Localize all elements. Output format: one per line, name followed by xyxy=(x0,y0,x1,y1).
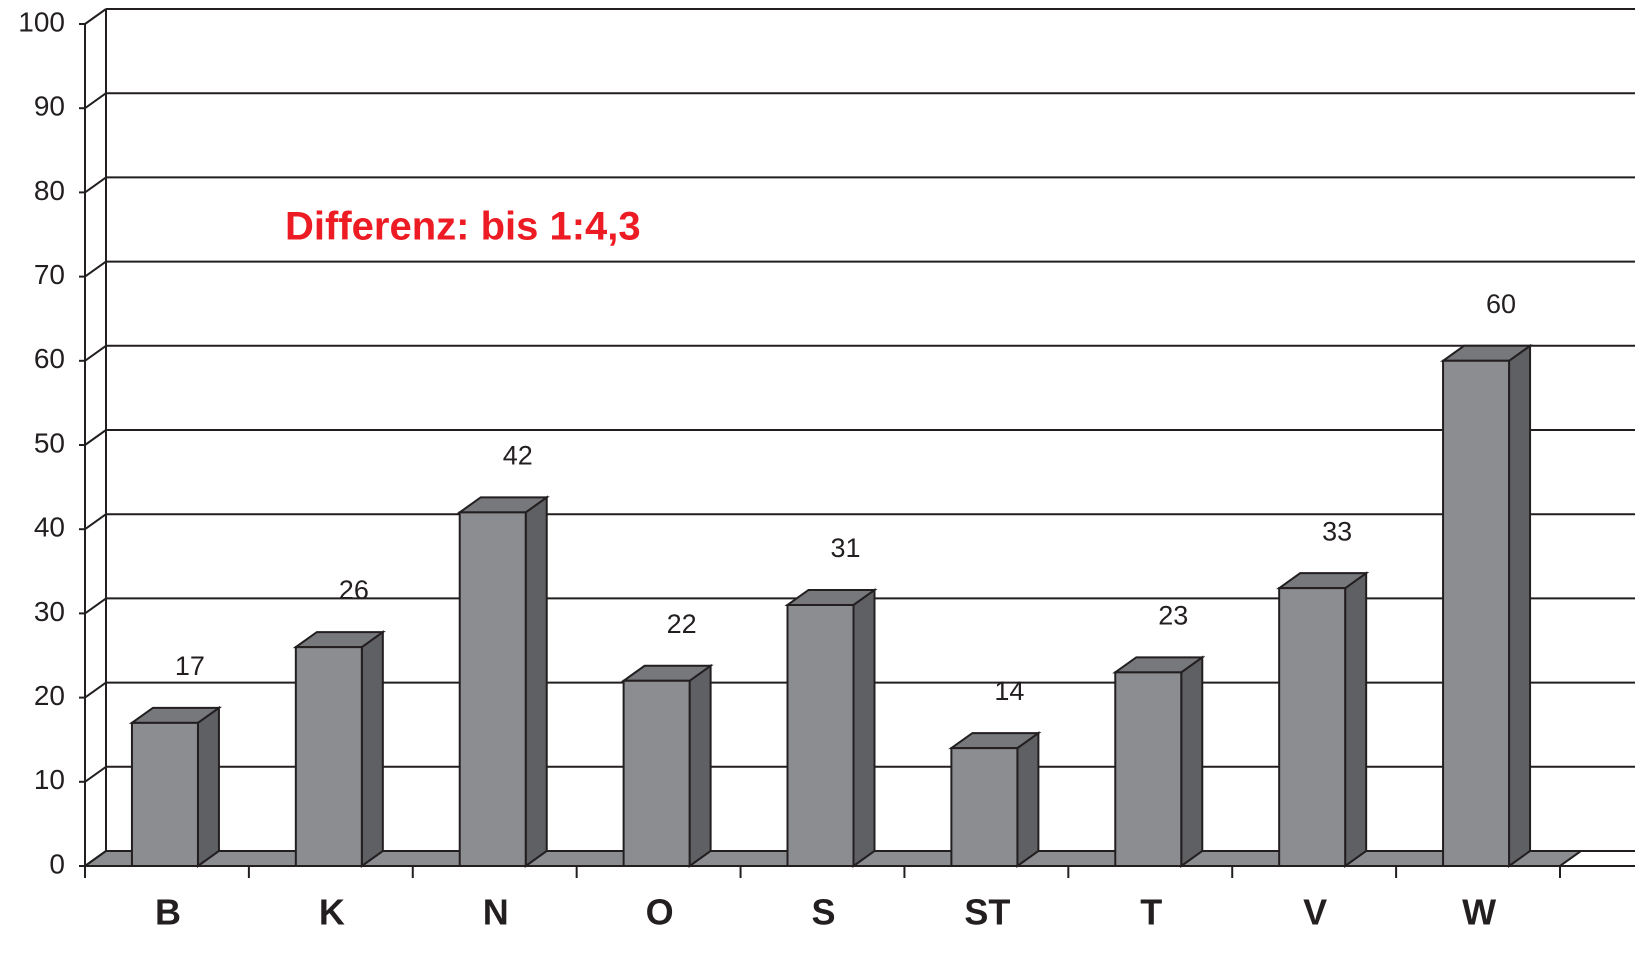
depth-line xyxy=(84,176,107,194)
depth-line xyxy=(84,597,107,615)
x-tick-label: K xyxy=(319,892,345,933)
bar-side xyxy=(524,495,548,868)
bar xyxy=(620,663,714,868)
depth-line xyxy=(84,681,107,699)
y-tick-label: 50 xyxy=(34,427,65,458)
bar-side xyxy=(1508,343,1532,868)
bar xyxy=(292,630,386,868)
value-label: 42 xyxy=(503,440,533,470)
bar-side xyxy=(1016,731,1040,868)
bar xyxy=(948,731,1042,868)
bar xyxy=(128,705,223,868)
bar-front xyxy=(1278,587,1347,867)
bar-side xyxy=(1180,655,1204,868)
bar-front xyxy=(622,679,691,867)
value-label: 26 xyxy=(339,575,369,605)
x-tick-label: T xyxy=(1140,892,1162,933)
bar-side xyxy=(688,663,712,868)
depth-line xyxy=(84,344,107,362)
bar-side xyxy=(196,705,220,868)
bar xyxy=(1112,655,1206,868)
x-tick-label: W xyxy=(1462,892,1496,933)
depth-line xyxy=(84,8,107,25)
bar-front xyxy=(1442,359,1511,867)
bar xyxy=(1439,343,1534,868)
value-label: 60 xyxy=(1486,289,1516,319)
bar xyxy=(1276,571,1370,868)
bar xyxy=(784,588,878,868)
bar-front xyxy=(294,646,363,867)
depth-line xyxy=(84,429,107,446)
y-tick-label: 0 xyxy=(49,848,65,879)
x-tick-label: N xyxy=(483,892,509,933)
depth-line xyxy=(84,92,107,110)
value-label: 22 xyxy=(667,609,697,639)
depth-line xyxy=(84,765,107,783)
y-tick-label: 40 xyxy=(34,512,65,543)
y-tick-label: 60 xyxy=(34,343,65,374)
depth-line xyxy=(84,513,107,531)
bar-side xyxy=(360,630,384,868)
y-tick-label: 100 xyxy=(18,6,65,37)
depth-line xyxy=(84,260,107,278)
x-tick-label: V xyxy=(1303,892,1327,933)
bar-side xyxy=(1344,571,1368,868)
y-tick-label: 20 xyxy=(34,680,65,711)
y-tick-label: 80 xyxy=(34,175,65,206)
value-label: 17 xyxy=(175,651,205,681)
y-tick-label: 90 xyxy=(34,91,65,122)
value-label: 33 xyxy=(1322,516,1352,546)
bar xyxy=(456,495,550,868)
bar-front xyxy=(1114,671,1183,867)
x-tick-label: O xyxy=(646,892,674,933)
bar-front xyxy=(786,603,855,867)
x-tick-label: ST xyxy=(964,892,1010,933)
bar-side xyxy=(852,588,876,868)
value-label: 14 xyxy=(994,676,1024,706)
bar-front xyxy=(950,747,1019,867)
value-label: 23 xyxy=(1158,600,1188,630)
y-tick-label: 70 xyxy=(34,259,65,290)
y-tick-label: 10 xyxy=(34,764,65,795)
x-tick-label: B xyxy=(155,892,181,933)
y-tick-label: 30 xyxy=(34,596,65,627)
annotation: Differenz: bis 1:4,3 xyxy=(285,205,641,249)
bar-front xyxy=(458,511,527,867)
value-label: 31 xyxy=(830,533,860,563)
x-tick-label: S xyxy=(811,892,835,933)
bar-front xyxy=(130,721,199,867)
